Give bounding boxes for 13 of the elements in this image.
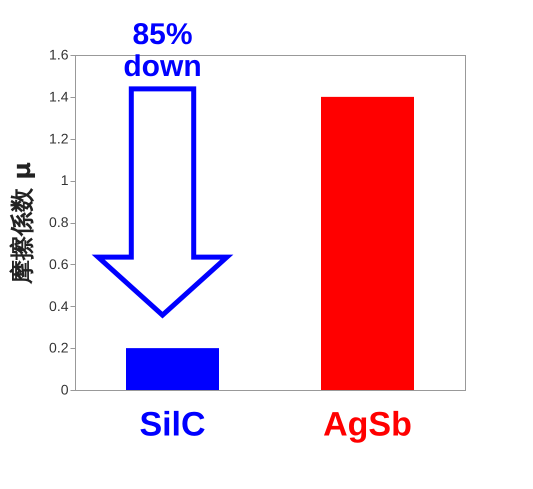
y-tick-label: 1.4 xyxy=(49,88,69,104)
x-tick-label: AgSb xyxy=(323,406,412,444)
y-tick-label: 1.6 xyxy=(49,46,69,62)
annotation: 85% down xyxy=(122,18,203,83)
y-tick-label: 1 xyxy=(60,172,69,188)
y-tick-label: 0 xyxy=(60,382,69,398)
y-tick-label: 0.4 xyxy=(49,298,69,314)
y-tick-label: 0.8 xyxy=(49,214,69,230)
y-tick-label: 0.6 xyxy=(49,256,69,272)
y-tick-label: 1.2 xyxy=(49,130,69,146)
y-axis-title: 摩擦係数 μ xyxy=(8,162,36,286)
y-tick-label: 0.2 xyxy=(49,340,69,356)
x-tick-label: SilC xyxy=(139,406,206,444)
